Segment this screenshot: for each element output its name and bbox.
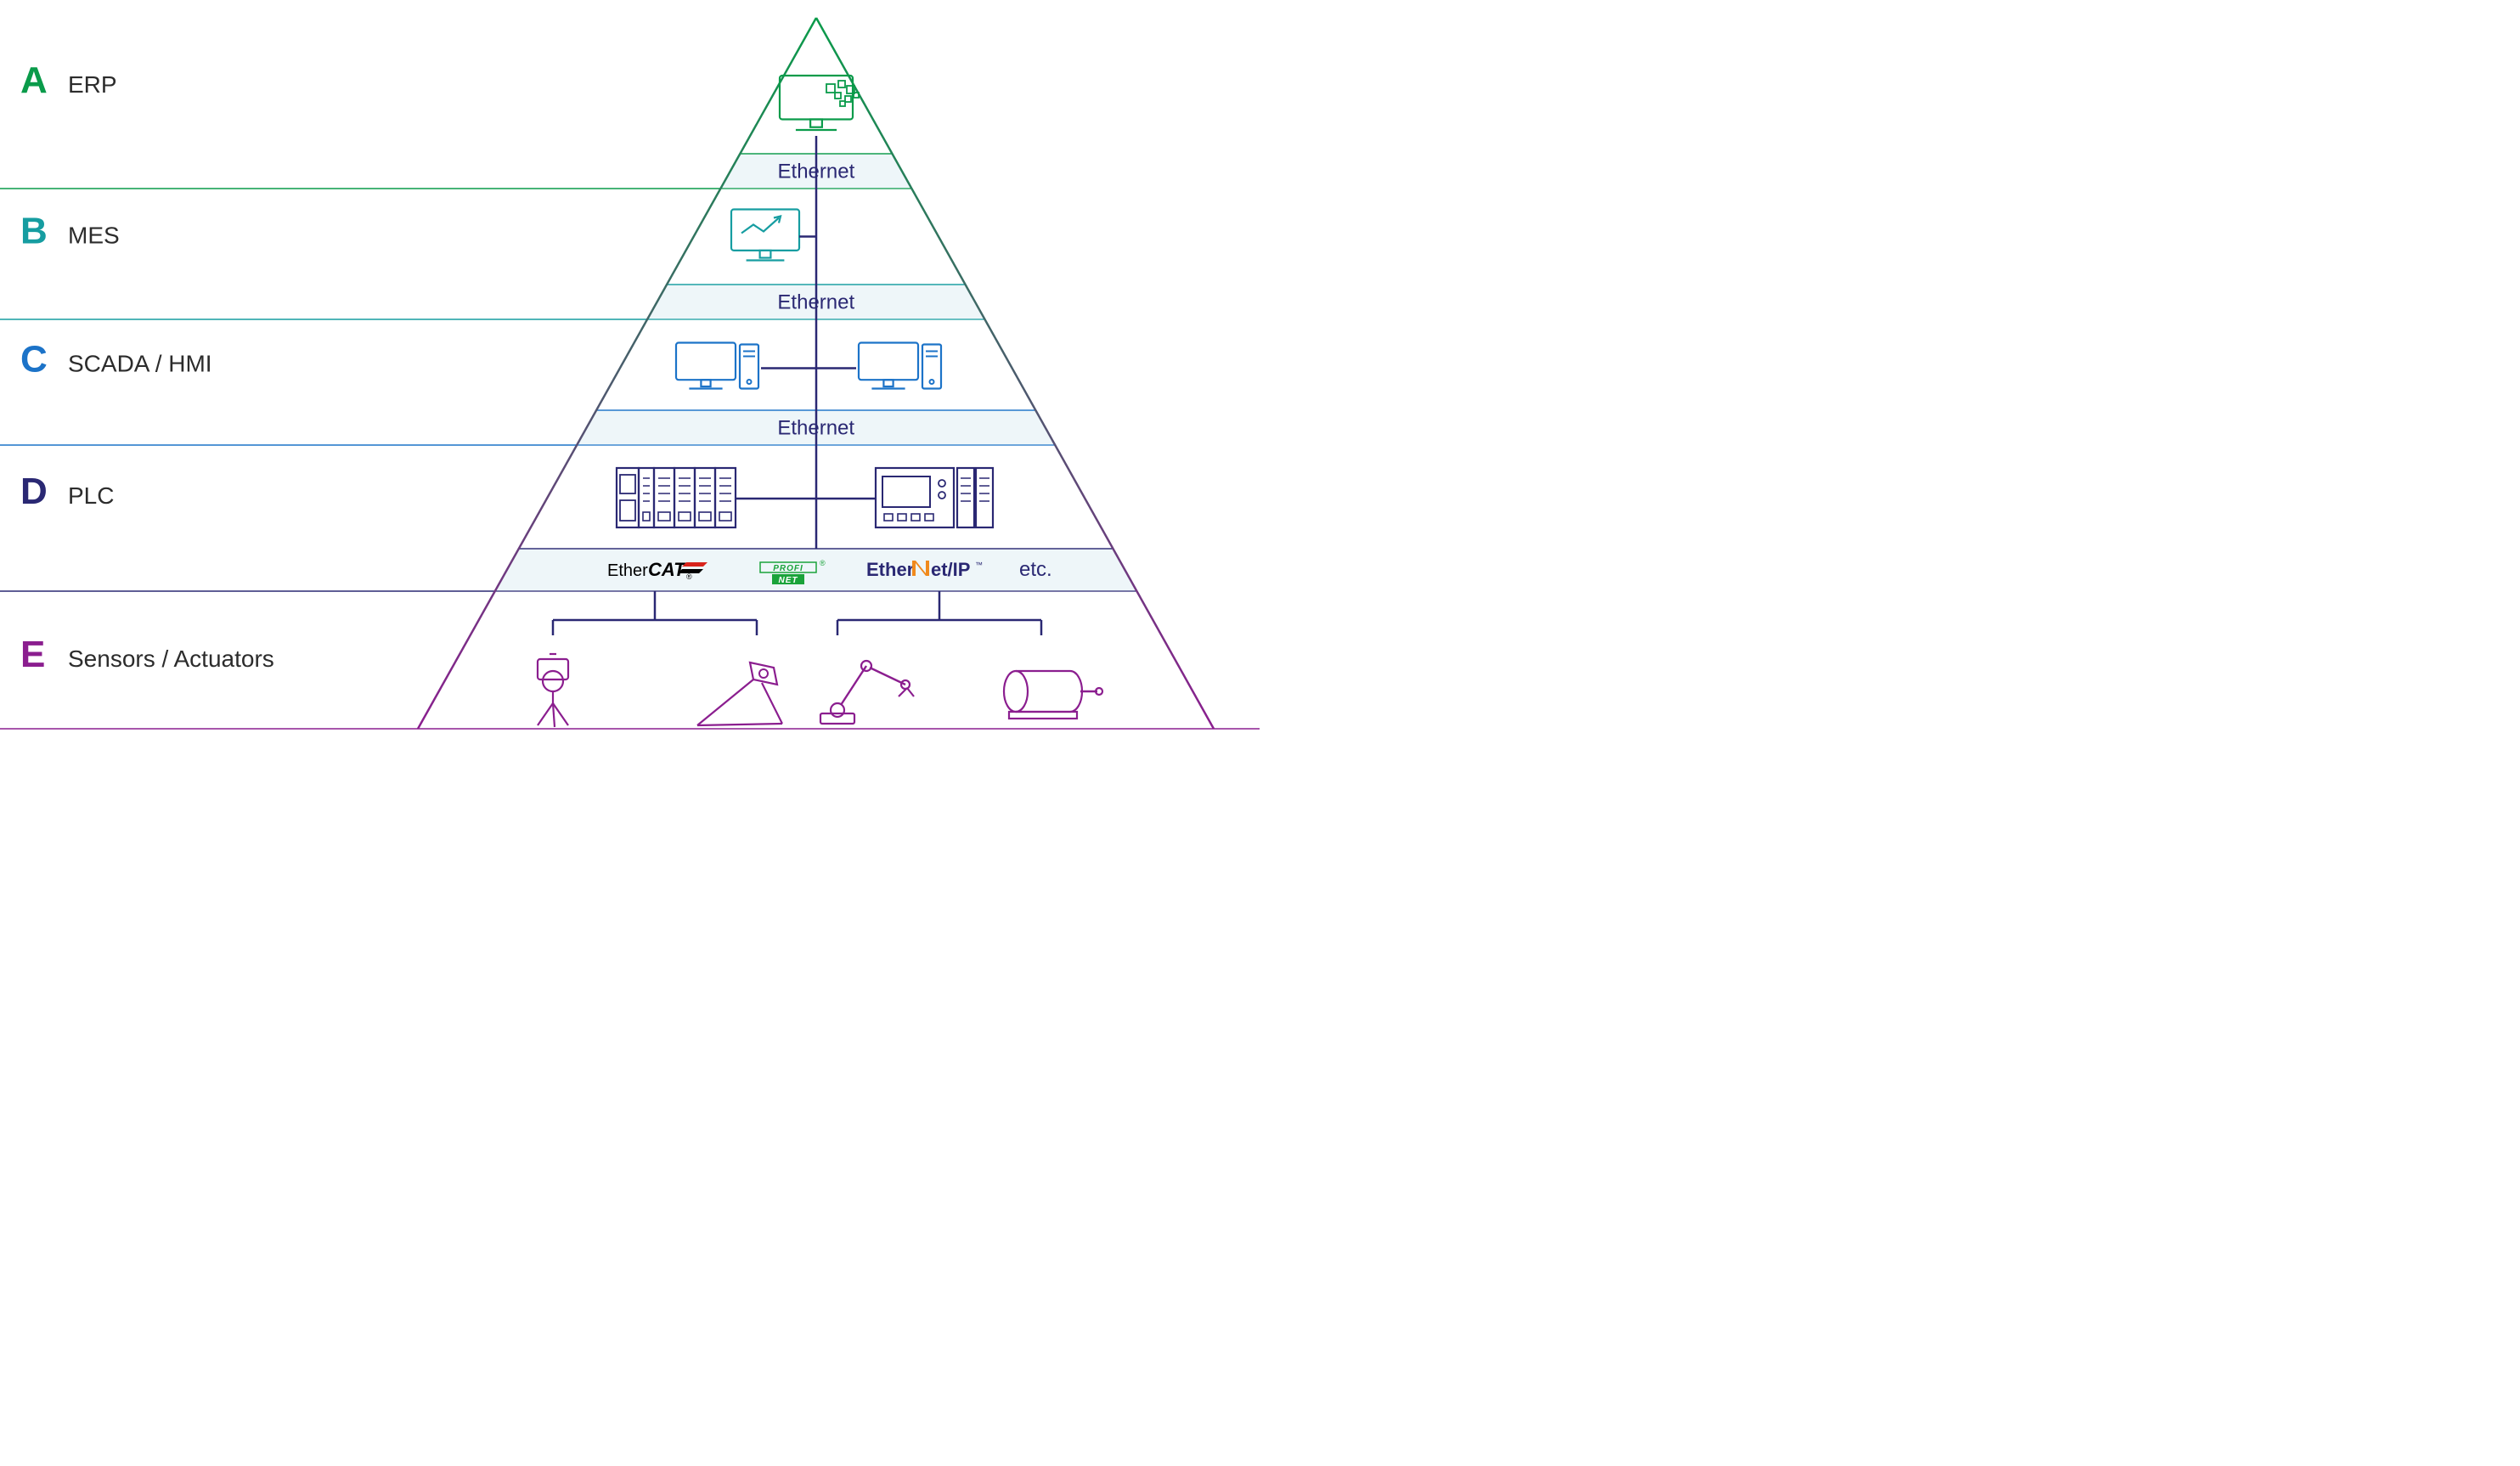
layer-label-C: SCADA / HMI: [68, 351, 212, 377]
layer-letter-C: C: [20, 339, 48, 381]
svg-text:PROFI: PROFI: [773, 564, 803, 573]
svg-text:™: ™: [975, 561, 983, 569]
layer-letter-A: A: [20, 59, 48, 101]
automation-pyramid: A ERP B MES C SCADA / HMI D PLC E Sensors / Actua…: [0, 0, 1260, 733]
svg-text:®: ®: [820, 559, 826, 567]
svg-text:®: ®: [686, 572, 692, 581]
svg-text:et/IP: et/IP: [931, 559, 970, 580]
layer-letter-E: E: [20, 634, 45, 675]
layer-letter-B: B: [20, 211, 48, 252]
protocols-etc: etc.: [1019, 558, 1052, 581]
svg-text:CAT: CAT: [648, 559, 686, 580]
layer-label-A: ERP: [68, 71, 117, 98]
layer-label-D: PLC: [68, 482, 114, 509]
layer-letter-D: D: [20, 471, 48, 512]
svg-text:Ether: Ether: [866, 559, 915, 580]
layer-label-E: Sensors / Actuators: [68, 646, 274, 672]
layer-label-B: MES: [68, 223, 120, 249]
svg-text:NET: NET: [779, 576, 798, 585]
svg-text:Ether: Ether: [607, 561, 648, 580]
